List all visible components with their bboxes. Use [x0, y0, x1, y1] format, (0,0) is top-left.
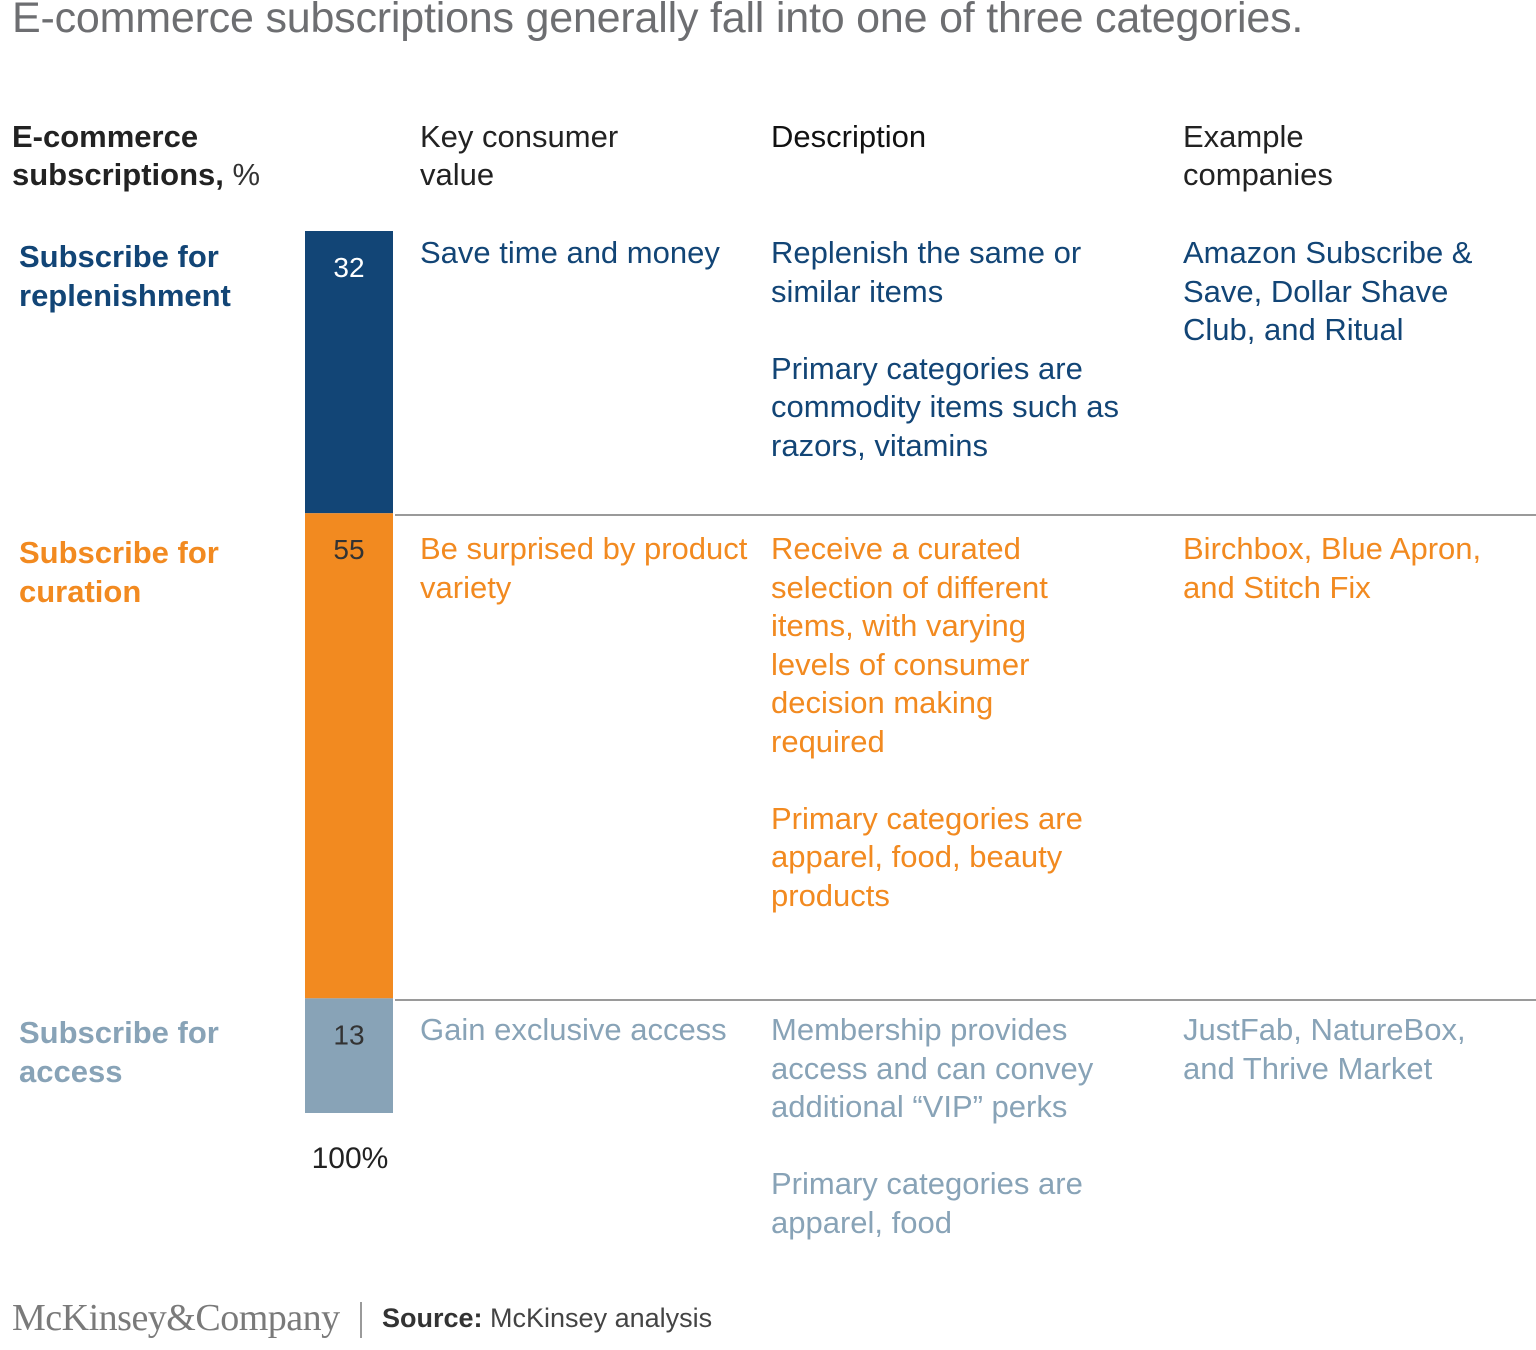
chart-title: E-commerce subscriptions generally fall …: [12, 0, 1304, 42]
row-divider: [395, 999, 1536, 1001]
bar-segment-access: [305, 998, 393, 1113]
bar-segment-curation: [305, 513, 393, 999]
description-paragraph: Primary categories are apparel, food, be…: [771, 800, 1083, 913]
consumer-value-access: Gain exclusive access: [420, 1012, 727, 1047]
description-paragraph: Primary categories are apparel, food: [771, 1166, 1083, 1240]
row-divider: [395, 514, 1536, 516]
description-curation: Receive a curated selection of different…: [771, 530, 1101, 915]
bar-column-header-unit: %: [232, 157, 261, 192]
bar-total-label: 100%: [311, 1142, 389, 1175]
examples-access: JustFab, NatureBox, and Thrive Market: [1183, 1012, 1466, 1086]
consumer-value-curation: Be surprised by product variety: [420, 531, 748, 605]
description-column-header: Description: [771, 119, 927, 154]
footer-separator: [360, 1302, 362, 1338]
category-label-replenishment: Subscribe for replenishment: [19, 239, 231, 313]
source-label: Source:: [382, 1303, 483, 1333]
examples-column-header: Example companies: [1183, 119, 1333, 192]
description-paragraph: Replenish the same or similar items: [771, 235, 1082, 309]
bar-column-header-label: E-commerce subscriptions,: [12, 119, 224, 192]
bar-value-label-replenishment: 32: [333, 252, 364, 283]
source-note: Source: McKinsey analysis: [382, 1303, 712, 1334]
bar-column-header: E-commerce subscriptions, %: [12, 118, 302, 194]
bar-segment-replenishment: [305, 231, 393, 514]
bar-value-label-curation: 55: [333, 534, 364, 565]
bar-value-label-access: 13: [333, 1019, 364, 1050]
category-label-curation: Subscribe for curation: [19, 535, 219, 609]
value-column-header: Key consumer value: [420, 119, 619, 192]
category-label-access: Subscribe for access: [19, 1015, 219, 1089]
mckinsey-logo: McKinsey&Company: [12, 1297, 340, 1339]
description-access: Membership provides access and can conve…: [771, 1011, 1151, 1242]
examples-replenishment: Amazon Subscribe & Save, Dollar Shave Cl…: [1183, 235, 1473, 347]
source-text: McKinsey analysis: [490, 1303, 713, 1333]
description-paragraph: Membership provides access and can conve…: [771, 1012, 1094, 1124]
examples-curation: Birchbox, Blue Apron, and Stitch Fix: [1183, 531, 1482, 605]
consumer-value-replenishment: Save time and money: [420, 235, 720, 270]
description-paragraph: Receive a curated selection of different…: [771, 531, 1048, 759]
description-replenishment: Replenish the same or similar items Prim…: [771, 234, 1166, 465]
description-paragraph: Primary categories are commodity items s…: [771, 350, 1119, 463]
